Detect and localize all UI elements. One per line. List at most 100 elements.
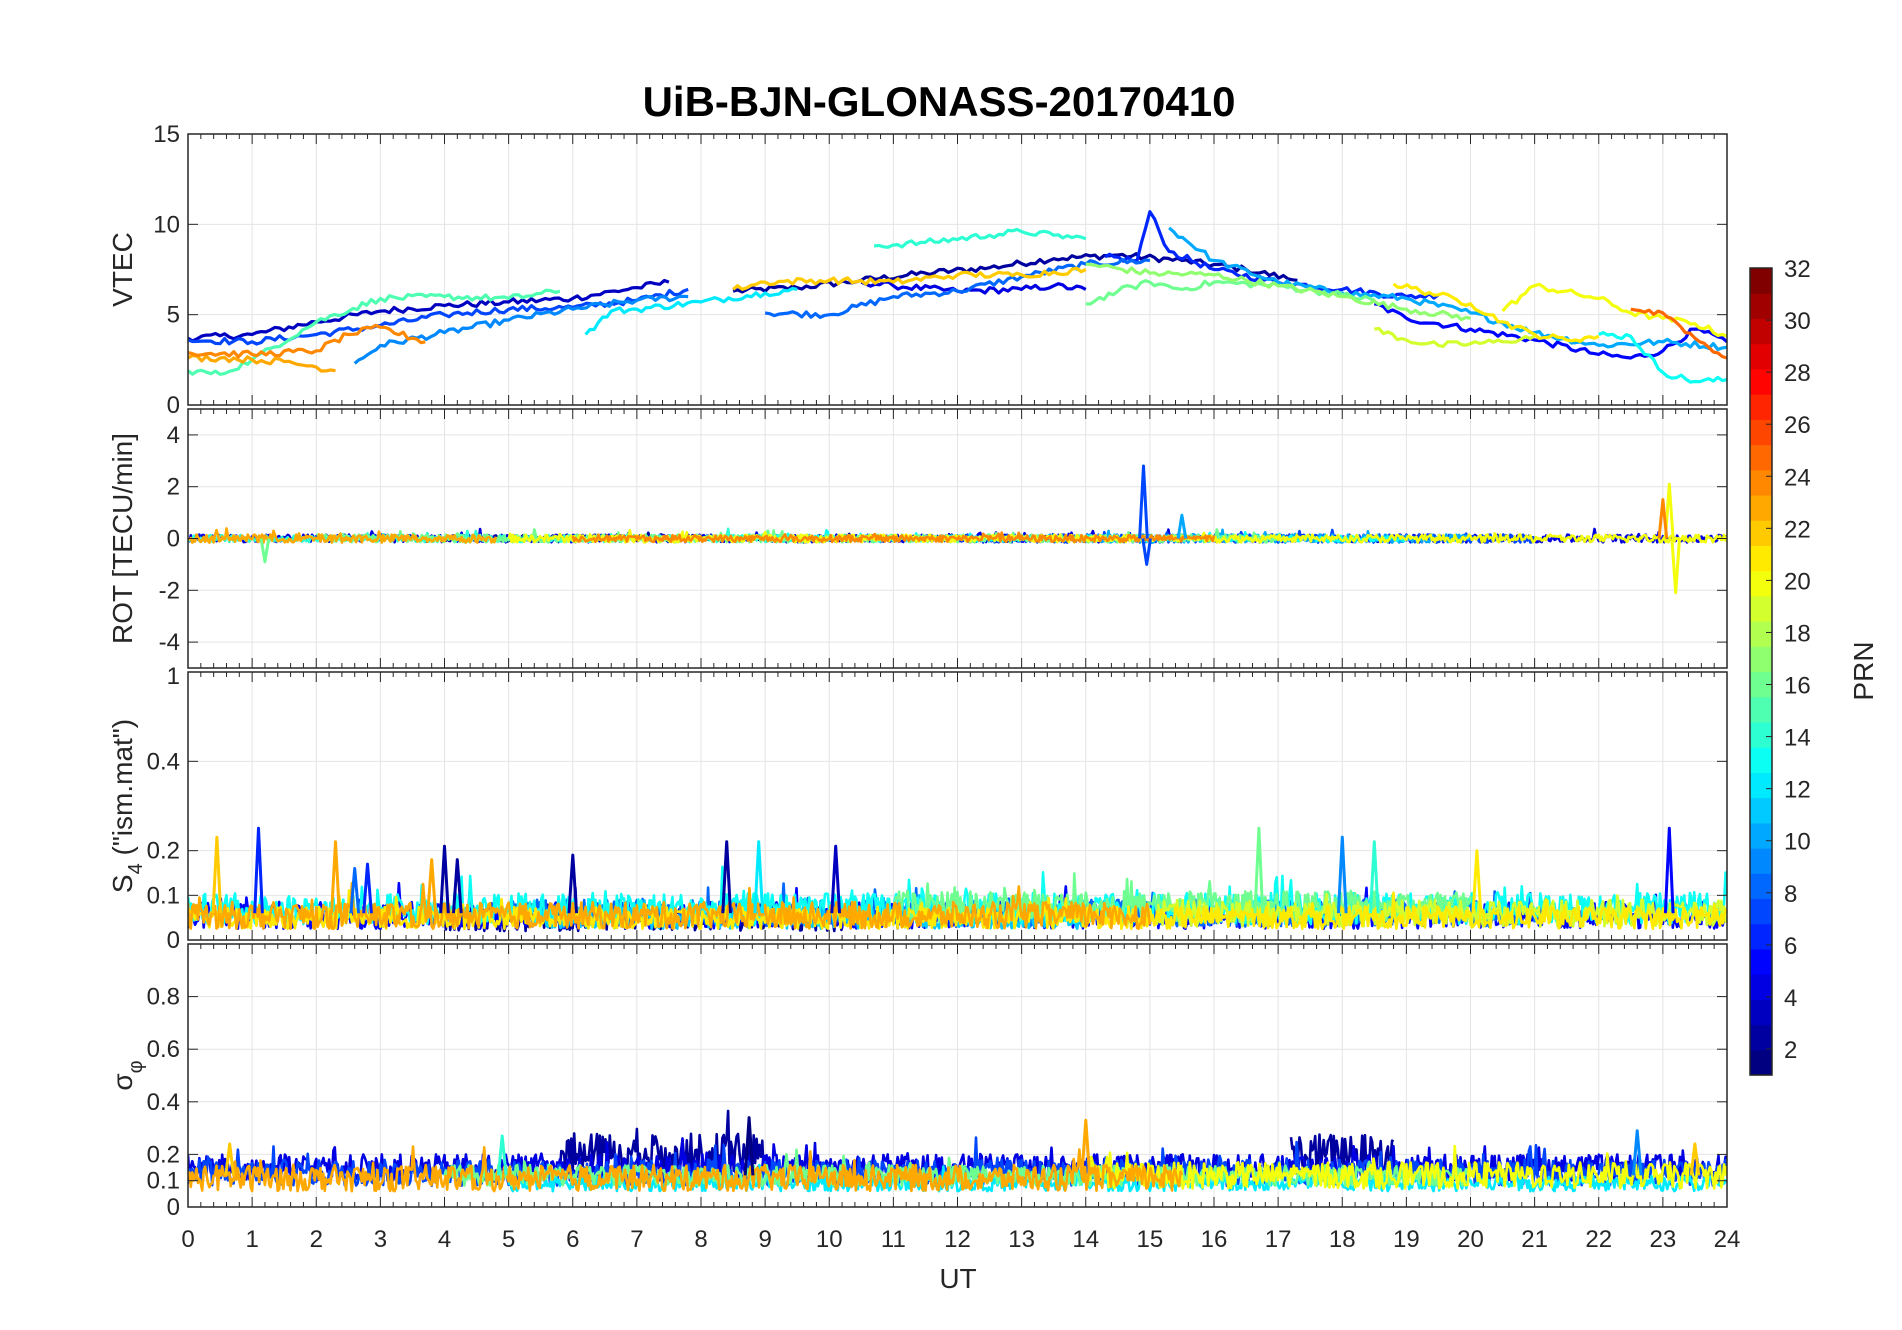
y-tick-label: -4 xyxy=(159,629,180,656)
colorbar-tick-label: 32 xyxy=(1784,256,1811,283)
spike-prn-8 xyxy=(349,867,361,914)
x-tick-label: 3 xyxy=(374,1226,387,1253)
spike-prn-3 xyxy=(830,844,841,914)
x-tick-label: 17 xyxy=(1265,1226,1292,1253)
x-tick-label: 22 xyxy=(1585,1226,1612,1253)
colorbar-segment xyxy=(1750,721,1772,748)
x-tick-label: 10 xyxy=(816,1226,843,1253)
y-tick-label: 4 xyxy=(167,422,180,449)
spike-prn-22 xyxy=(1689,1142,1701,1176)
colorbar-segment xyxy=(1750,999,1772,1026)
series-line-prn-10 xyxy=(1168,226,1727,352)
x-axis: 0 1 2 3 4 5 6 7 8 9 10 11 12 13 14 15 16 17 18 19 20 21 22 23 24 xyxy=(181,1226,1740,1253)
colorbar-segment xyxy=(1750,494,1772,521)
series-trace-prn-23 xyxy=(188,527,498,544)
y-axis-label-main: σ xyxy=(107,1073,138,1090)
series-trace-prn-23 xyxy=(188,1145,1184,1193)
y-axis-label-rest: ("ism.mat") xyxy=(107,719,138,863)
spike-prn-23 xyxy=(330,840,341,914)
x-tick-label: 21 xyxy=(1521,1226,1548,1253)
colorbar-segment xyxy=(1750,974,1772,1000)
colorbar-segment xyxy=(1750,570,1772,597)
spike-prn-12 xyxy=(753,840,765,914)
colorbar-tick-label: 2 xyxy=(1784,1037,1797,1064)
series-line-prn-12 xyxy=(584,286,798,336)
y-tick-label: 0 xyxy=(167,1194,180,1221)
colorbar-frame xyxy=(1749,267,1773,1076)
spike-prn-7 xyxy=(1138,464,1149,539)
colorbar-segment xyxy=(1750,1024,1772,1051)
spike-prn-14 xyxy=(1369,840,1380,914)
colorbar-segment xyxy=(1750,293,1772,320)
colorbar-tick-label: 20 xyxy=(1784,568,1811,595)
series-line-prn-25 xyxy=(1630,307,1727,360)
plot-area xyxy=(188,826,1727,933)
spike-prn-6 xyxy=(253,826,264,914)
tick-marks xyxy=(187,672,1728,940)
spike-prn-2 xyxy=(721,840,732,914)
colorbar-tick-label: 8 xyxy=(1784,881,1797,908)
x-tick-label: 4 xyxy=(438,1226,451,1253)
x-tick-label: 12 xyxy=(944,1226,971,1253)
panel-4: 00.10.2 0.4 0.6 0.8 σφ xyxy=(107,943,1728,1221)
spike-prn-9 xyxy=(1631,1129,1643,1176)
y-tick-label: 0.4 xyxy=(147,1089,180,1116)
series-line-prn-21 xyxy=(1392,282,1600,343)
colorbar-segment xyxy=(1750,595,1772,622)
x-tick-label: 8 xyxy=(694,1226,707,1253)
series-trace-prn-23 xyxy=(188,881,1152,931)
series-trace-prn-24 xyxy=(571,531,1216,544)
x-tick-label: 15 xyxy=(1137,1226,1164,1253)
x-tick-label: 20 xyxy=(1457,1226,1484,1253)
colorbar-tick-label: 18 xyxy=(1784,620,1811,647)
series-line-prn-13 xyxy=(1598,331,1727,384)
x-tick-label: 0 xyxy=(181,1226,194,1253)
colorbar-tick-label: 14 xyxy=(1784,725,1811,752)
spike-prn-23 xyxy=(1080,1118,1092,1176)
colorbar-tick-label: 10 xyxy=(1784,829,1811,856)
y-tick-label: 0.6 xyxy=(147,1036,180,1063)
x-tick-label: 5 xyxy=(502,1226,515,1253)
series-line-prn-20 xyxy=(1501,282,1727,338)
x-tick-label: 9 xyxy=(758,1226,771,1253)
x-tick-label: 16 xyxy=(1201,1226,1228,1253)
y-tick-label: 15 xyxy=(153,121,180,148)
y-axis-label: VTEC xyxy=(107,232,138,307)
colorbar-tick-label: 16 xyxy=(1784,673,1811,700)
y-tick-label: 2 xyxy=(167,474,180,501)
spike-prn-20 xyxy=(1670,538,1681,595)
x-tick-label: 24 xyxy=(1714,1226,1741,1253)
colorbar-tick-label: 12 xyxy=(1784,777,1811,804)
series-line-prn-5 xyxy=(1374,302,1727,360)
colorbar-segment xyxy=(1750,747,1772,773)
x-tick-label: 1 xyxy=(245,1226,258,1253)
spike-prn-2 xyxy=(567,853,579,914)
series-line-prn-17 xyxy=(1085,262,1471,322)
colorbar-segment xyxy=(1750,772,1772,799)
colorbar-segment xyxy=(1750,394,1772,420)
series-line-prn-19 xyxy=(1374,326,1536,349)
colorbar-segment xyxy=(1750,444,1772,471)
colorbar-segment xyxy=(1750,822,1772,849)
spike-prn-22 xyxy=(211,835,223,914)
colorbar-tick-label: 6 xyxy=(1784,933,1797,960)
colorbar-segment xyxy=(1750,646,1772,673)
spike-prn-1 xyxy=(743,1116,755,1176)
colorbar-segment xyxy=(1750,520,1772,547)
colorbar-tick-label: 24 xyxy=(1784,464,1811,491)
series-line-prn-4 xyxy=(860,280,1087,295)
series-line-prn-22 xyxy=(732,266,1087,291)
spike-prn-5 xyxy=(1663,826,1675,914)
x-tick-label: 23 xyxy=(1650,1226,1677,1253)
x-tick-label: 14 xyxy=(1072,1226,1099,1253)
spike-prn-16 xyxy=(259,538,271,564)
x-tick-label: 6 xyxy=(566,1226,579,1253)
y-axis-label-subscript: φ xyxy=(125,1060,147,1073)
spike-prn-9 xyxy=(1336,835,1348,914)
plot-area xyxy=(188,1109,1727,1193)
series-line-prn-23 xyxy=(188,353,336,373)
series-line-prn-15 xyxy=(188,288,561,376)
colorbar-tick-label: 28 xyxy=(1784,360,1811,387)
spike-prn-21 xyxy=(1471,849,1483,914)
